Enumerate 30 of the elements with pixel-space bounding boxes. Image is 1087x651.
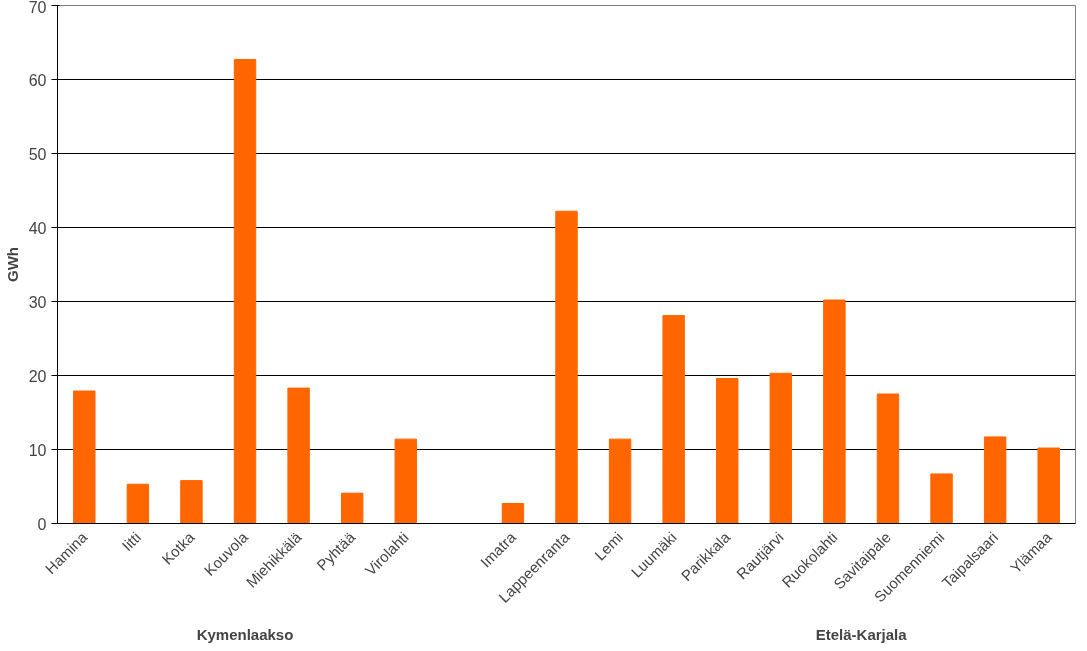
bar [340, 492, 364, 524]
bar [608, 438, 632, 524]
bar [662, 315, 685, 524]
bar [555, 210, 578, 524]
bar [73, 390, 96, 524]
y-axis-title: GWh [3, 246, 21, 282]
y-tick-label: 30 [28, 293, 47, 311]
y-tick-label: 0 [37, 515, 47, 533]
bar [983, 436, 1007, 524]
bar [876, 393, 900, 524]
y-tick-label: 10 [28, 441, 47, 459]
text: Etelä-Karjala [815, 625, 908, 643]
bar [233, 59, 257, 524]
y-tick-label: 40 [28, 219, 47, 237]
bar [716, 377, 739, 524]
y-tick-label: 50 [28, 145, 47, 163]
bar [769, 372, 793, 524]
text: Kymenlaakso [196, 625, 294, 643]
bar [180, 480, 203, 524]
bar [1037, 447, 1060, 524]
y-tick-label: 70 [28, 0, 47, 16]
bar [930, 473, 953, 524]
y-tick-label: 20 [28, 367, 47, 385]
bar [501, 503, 525, 524]
x-tick-label: Iitti [118, 528, 144, 555]
bar [823, 299, 846, 524]
y-tick-label: 60 [28, 71, 47, 89]
bar [287, 387, 310, 524]
bar [394, 438, 417, 524]
bar [126, 483, 150, 524]
